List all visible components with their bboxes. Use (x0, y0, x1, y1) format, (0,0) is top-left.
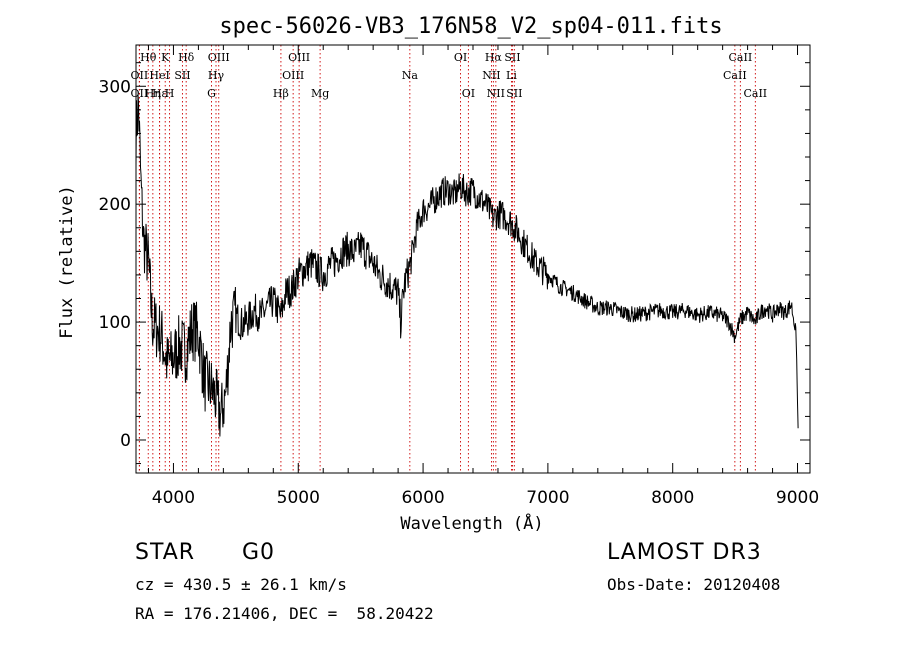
line-label-nii: NII (482, 69, 500, 82)
y-tick-label: 100 (99, 313, 131, 333)
line-label-caii: CaII (743, 87, 767, 100)
y-axis-label: Flux (relative) (57, 185, 77, 339)
line-label-h: H (165, 87, 175, 100)
line-label-hα: Hα (485, 51, 503, 64)
line-label-sii: SII (506, 87, 522, 100)
y-tick-label: 300 (99, 77, 131, 97)
line-label-na: Na (402, 69, 419, 82)
x-tick-label: 9000 (776, 488, 819, 508)
redshift-cz: cz = 430.5 ± 26.1 km/s (135, 575, 347, 594)
line-label-sii: SII (504, 51, 520, 64)
chart-title: spec-56026-VB3_176N58_V2_sp04-011.fits (219, 14, 722, 39)
line-label-k: K (161, 51, 170, 64)
x-axis-label: Wavelength (Å) (400, 512, 543, 534)
line-label-sii: SII (174, 69, 190, 82)
line-label-g: G (207, 87, 216, 100)
line-label-oiii: OIII (288, 51, 310, 64)
spectrum-line (135, 94, 799, 437)
line-label-hδ: Hδ (178, 51, 195, 64)
line-label-mg: Mg (311, 87, 329, 100)
line-label-nii: NII (487, 87, 505, 100)
line-label-oii: OII (131, 87, 149, 100)
line-label-caii: CaII (729, 51, 753, 64)
line-label-hη: Hη (145, 87, 161, 100)
x-tick-label: 8000 (651, 488, 694, 508)
line-label-oiii: OIII (282, 69, 304, 82)
line-label-caii: CaII (723, 69, 747, 82)
plot-frame (135, 44, 811, 474)
line-label-oi: OI (462, 87, 475, 100)
line-label-hβ: Hβ (273, 87, 289, 100)
line-label-hei: HeI (149, 69, 169, 82)
x-tick-label: 5000 (277, 488, 320, 508)
x-tick-label: 6000 (401, 488, 444, 508)
object-class: STAR (135, 540, 196, 565)
line-label-hγ: Hγ (208, 69, 225, 82)
survey-name: LAMOST DR3 (607, 540, 762, 565)
line-label-hθ: Hθ (140, 51, 157, 64)
object-subclass: G0 (242, 540, 276, 565)
observation-date: Obs-Date: 20120408 (607, 575, 781, 594)
axis-ticks: 4000 5000 6000 7000 8000 9000 0 100 200 300 (99, 45, 819, 508)
line-label-oi: OI (454, 51, 467, 64)
line-label-li: Li (506, 69, 517, 82)
y-tick-label: 0 (120, 431, 131, 451)
y-tick-label: 200 (99, 195, 131, 215)
line-label-oiii: OIII (208, 51, 230, 64)
spectrum-series (135, 94, 799, 437)
line-label-oii: OII (131, 69, 149, 82)
x-tick-label: 4000 (152, 488, 195, 508)
ra-dec-coordinates: RA = 176.21406, DEC = 58.20422 (135, 604, 434, 623)
x-tick-label: 7000 (526, 488, 569, 508)
